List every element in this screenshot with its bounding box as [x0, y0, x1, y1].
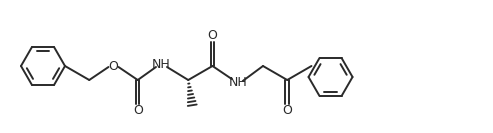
Text: O: O — [208, 29, 217, 42]
Text: O: O — [133, 104, 142, 117]
Text: O: O — [108, 59, 118, 72]
Text: O: O — [282, 104, 292, 117]
Text: NH: NH — [152, 57, 171, 70]
Text: NH: NH — [228, 76, 247, 88]
